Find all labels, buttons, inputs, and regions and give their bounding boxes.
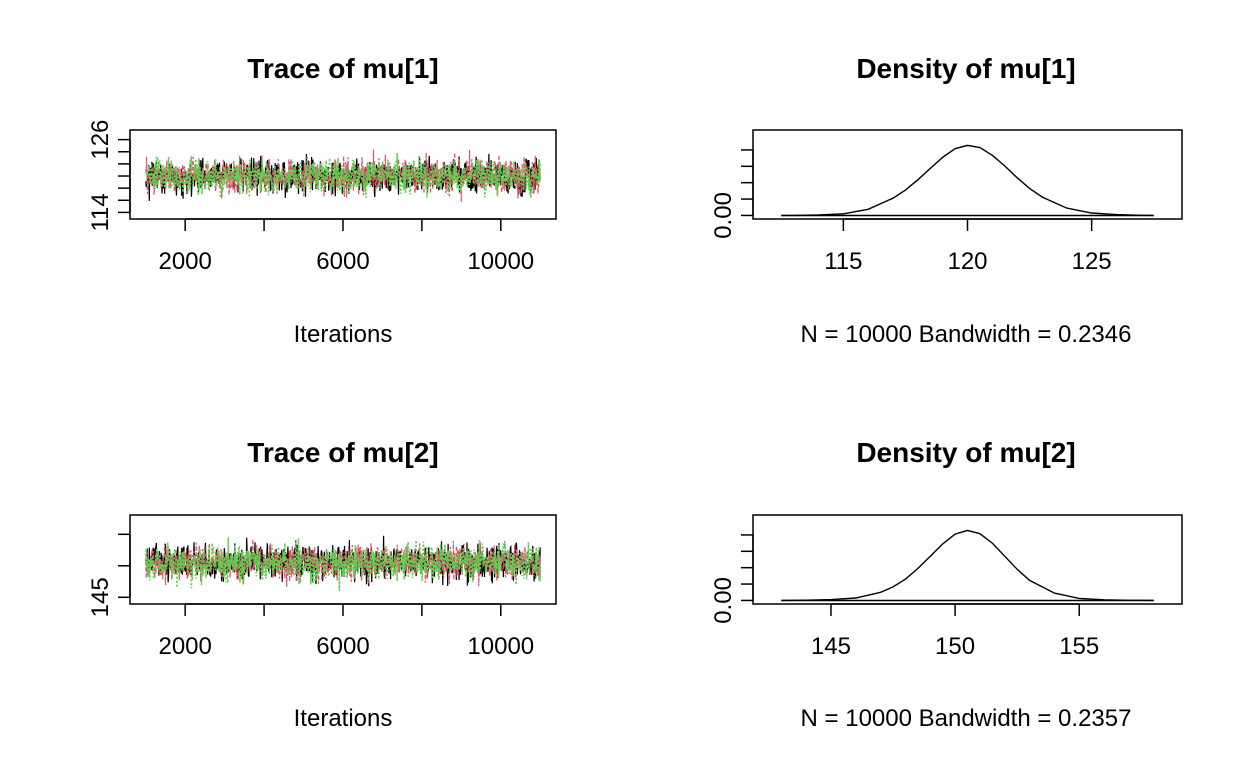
x-tick-label: 115 xyxy=(824,248,862,275)
y-tick-label: 145 xyxy=(87,577,114,617)
trace-series-group xyxy=(145,535,541,591)
plot-box xyxy=(752,129,1183,220)
density-series-group xyxy=(781,144,1154,217)
x-tick-label: 155 xyxy=(1059,633,1099,660)
x-tick-label: 10000 xyxy=(467,633,534,660)
plot-box xyxy=(752,514,1183,605)
chart-title: Density of mu[1] xyxy=(856,53,1075,84)
density-curve xyxy=(781,529,1154,602)
x-tick-label: 145 xyxy=(811,633,851,660)
y-tick-label: 0.00 xyxy=(710,192,737,239)
x-tick-label: 2000 xyxy=(158,248,211,275)
y-axis: 0.00 xyxy=(710,534,754,624)
y-tick-label: 126 xyxy=(87,120,114,160)
panel-density-mu1: Density of mu[1] 115 120 125 0.00 N = 1000… xyxy=(710,53,1183,348)
x-tick-label: 150 xyxy=(935,633,975,660)
chart-title: Trace of mu[1] xyxy=(247,53,438,84)
x-tick-label: 6000 xyxy=(316,248,369,275)
x-tick-label: 6000 xyxy=(316,633,369,660)
x-tick-label: 10000 xyxy=(467,248,534,275)
x-tick-label: 2000 xyxy=(158,633,211,660)
x-axis-label: Iterations xyxy=(294,705,393,732)
panel-trace-mu2: Trace of mu[2] 2000 6000 10000 145 Iterati… xyxy=(87,437,557,732)
trace-series-group xyxy=(145,149,541,203)
density-series-group xyxy=(781,529,1154,602)
x-axis-label: Iterations xyxy=(294,321,393,348)
chart-title: Density of mu[2] xyxy=(856,437,1075,468)
panel-density-mu2: Density of mu[2] 145 150 155 0.00 N = 1000… xyxy=(710,437,1183,732)
y-axis: 145 xyxy=(87,533,131,617)
y-axis: 0.00 xyxy=(710,149,754,239)
density-curve xyxy=(781,144,1154,217)
panel-trace-mu1: Trace of mu[1] 2000 6000 10000 114 126 Iter… xyxy=(87,53,557,348)
y-tick-label: 0.00 xyxy=(710,577,737,624)
chart-title: Trace of mu[2] xyxy=(247,437,438,468)
x-axis: 2000 6000 10000 xyxy=(158,603,534,660)
x-axis: 145 150 155 xyxy=(811,603,1099,660)
x-axis: 2000 6000 10000 xyxy=(158,218,534,275)
x-tick-label: 120 xyxy=(947,248,987,275)
trace-line xyxy=(145,153,541,199)
y-tick-label: 114 xyxy=(87,193,114,231)
y-axis: 114 126 xyxy=(87,120,131,232)
x-axis-label: N = 10000 Bandwidth = 0.2346 xyxy=(801,321,1132,348)
x-tick-label: 125 xyxy=(1072,248,1112,275)
x-axis: 115 120 125 xyxy=(824,218,1112,275)
x-axis-label: N = 10000 Bandwidth = 0.2357 xyxy=(801,705,1132,732)
trace-line xyxy=(145,537,541,591)
